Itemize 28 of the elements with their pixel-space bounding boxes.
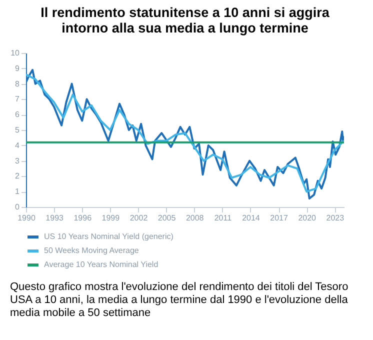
x-tick-label: 2023 xyxy=(326,214,345,222)
y-tick-label: 1 xyxy=(15,187,20,196)
y-tick-label: 2 xyxy=(15,172,20,181)
y-tick-label: 5 xyxy=(15,126,20,134)
x-tick-label: 2014 xyxy=(242,214,260,222)
chart-title: Il rendimento statunitense a 10 anni si aggira intorno alla sua media a lungo termine xyxy=(40,5,330,36)
y-tick-label: 9 xyxy=(15,64,20,73)
y-tick-label: 4 xyxy=(15,140,20,150)
text: Questo grafico mostra l'evoluzione del rendimento dei titoli del Tesoro USA a 10 anni, la media a lungo termine dal 1990 e l'evoluzione della media mobile a 50 settimane xyxy=(10,281,350,320)
legend-label: Average 10 Years Nominal Yield xyxy=(44,260,158,269)
x-tick-label: 2017 xyxy=(270,214,288,222)
x-tick-label: 1990 xyxy=(18,214,36,222)
x-tick-label: 2020 xyxy=(298,214,317,222)
x-tick-label: 2005 xyxy=(158,214,176,222)
legend-label: US 10 Years Nominal Yield (generic) xyxy=(44,232,174,241)
y-tick-label: 3 xyxy=(15,156,20,166)
x-tick-label: 2011 xyxy=(214,214,232,222)
x-tick-label: 1999 xyxy=(102,214,120,222)
y-tick-label: 6 xyxy=(15,110,20,120)
x-tick-label: 2002 xyxy=(130,214,148,222)
y-tick-label: 0 xyxy=(15,202,20,212)
legend-label: 50 Weeks Moving Average xyxy=(44,246,140,255)
y-tick-label: 7 xyxy=(15,94,20,104)
x-tick-label: 1993 xyxy=(46,214,64,222)
y-tick-label: 8 xyxy=(15,79,20,88)
x-tick-label: 2008 xyxy=(186,214,204,222)
x-tick-label: 1996 xyxy=(74,214,92,222)
y-tick-label: 10 xyxy=(10,48,20,58)
